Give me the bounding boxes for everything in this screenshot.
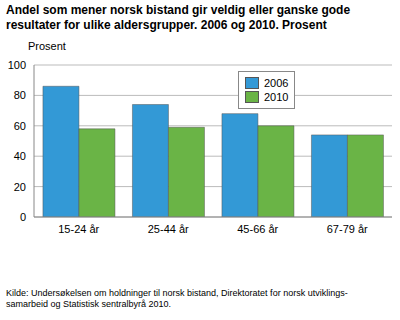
svg-text:15-24 år: 15-24 år (58, 223, 99, 235)
svg-text:80: 80 (14, 89, 26, 101)
svg-text:67-79 år: 67-79 år (327, 223, 368, 235)
html-text:Andel som mener norsk bistand: Andel som mener norsk bistand gir veldig… (6, 3, 351, 32)
svg-text:20: 20 (14, 181, 26, 193)
html-text:Kilde: Undersøkelsen om holdni: Kilde: Undersøkelsen om holdninger til n… (6, 288, 348, 309)
html-text:2010: 2010 (264, 91, 289, 103)
html-text:Prosent: Prosent (28, 40, 66, 52)
svg-text:60: 60 (14, 120, 26, 132)
svg-text:100: 100 (8, 59, 26, 71)
svg-text:0: 0 (20, 211, 26, 223)
svg-text:45-66 år: 45-66 år (237, 223, 278, 235)
svg-text:40: 40 (14, 150, 26, 162)
html-text:2006: 2006 (264, 77, 289, 89)
svg-text:25-44 år: 25-44 år (148, 223, 189, 235)
